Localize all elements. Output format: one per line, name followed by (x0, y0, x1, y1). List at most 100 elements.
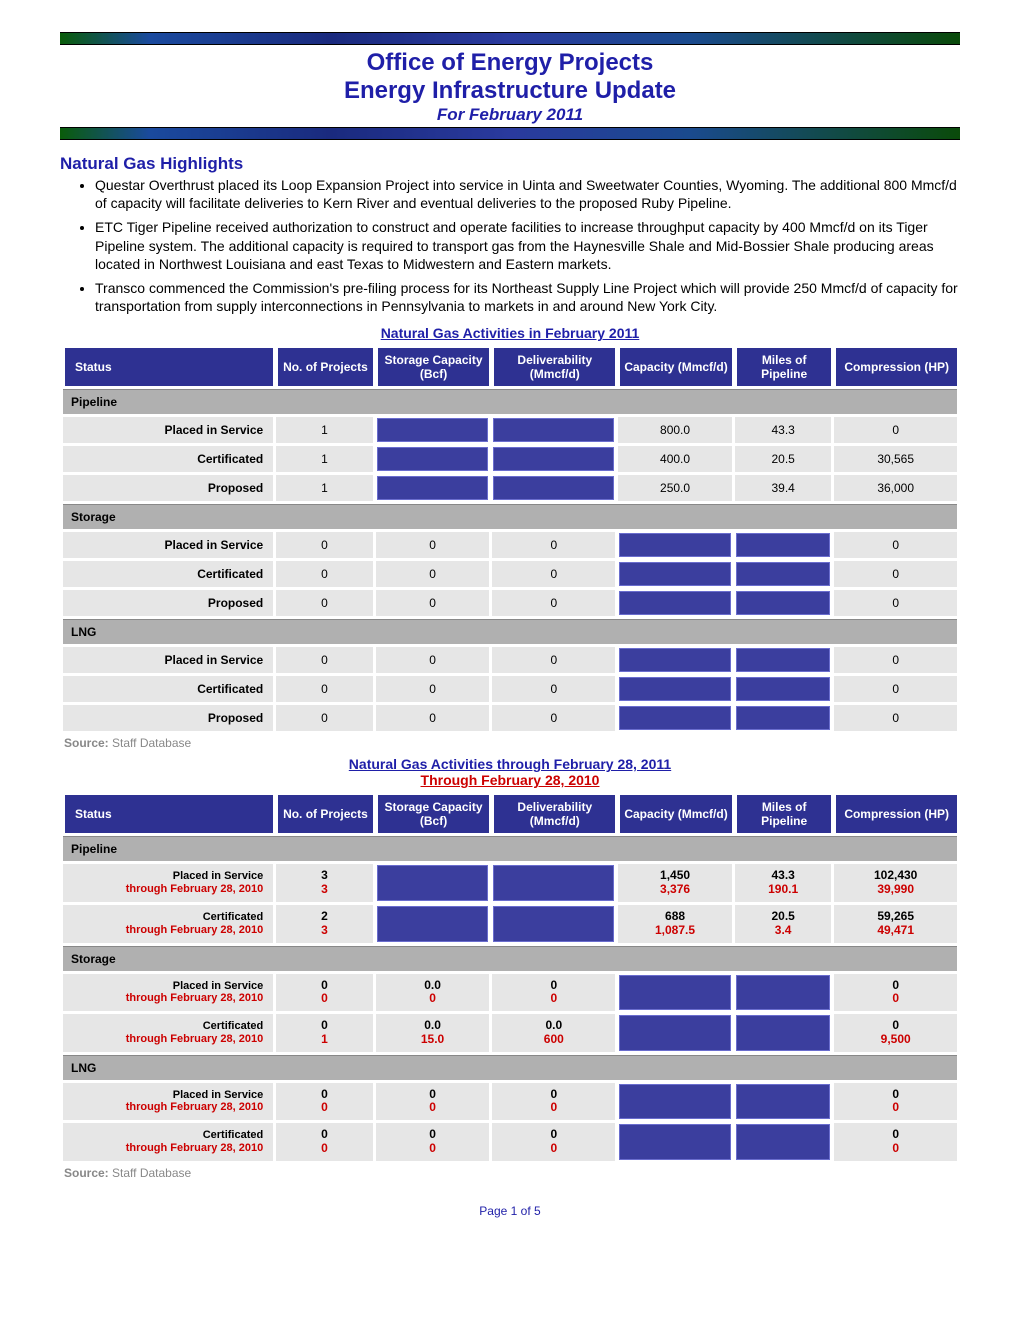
cell: 0 (276, 532, 372, 558)
cell (618, 676, 732, 702)
highlights-list: Questar Overthrust placed its Loop Expan… (95, 176, 960, 315)
cell (618, 532, 732, 558)
section-header: Pipeline (63, 836, 957, 861)
cell: 0 (834, 590, 957, 616)
highlight-item: ETC Tiger Pipeline received authorizatio… (95, 218, 960, 273)
cell (618, 647, 732, 673)
cell: 0 (492, 705, 615, 731)
cell: 250.0 (618, 475, 732, 501)
col-header: Compression (HP) (834, 346, 957, 386)
section-header: Storage (63, 946, 957, 971)
row-label: Certificated (63, 561, 273, 587)
cell: 0 (376, 532, 490, 558)
source-text: Staff Database (112, 1166, 191, 1180)
cell (618, 1123, 732, 1161)
source-label: Source: (64, 1166, 109, 1180)
cell: 01 (276, 1014, 372, 1052)
row-label: Certificatedthrough February 28, 2010 (63, 905, 273, 943)
cell: 09,500 (834, 1014, 957, 1052)
table1: StatusNo. of ProjectsStorage Capacity (B… (60, 343, 960, 734)
cell: 0 (492, 532, 615, 558)
section-header: LNG (63, 1055, 957, 1080)
cell: 00 (376, 1123, 490, 1161)
highlight-item: Questar Overthrust placed its Loop Expan… (95, 176, 960, 212)
cell: 400.0 (618, 446, 732, 472)
cell (735, 974, 831, 1012)
col-header: No. of Projects (276, 346, 372, 386)
cell: 43.3190.1 (735, 864, 831, 902)
cell: 1 (276, 446, 372, 472)
cell (618, 1014, 732, 1052)
col-header: Compression (HP) (834, 793, 957, 833)
cell: 00 (834, 974, 957, 1012)
highlight-item: Transco commenced the Commission's pre-f… (95, 279, 960, 315)
cell (735, 590, 831, 616)
cell: 0 (834, 532, 957, 558)
cell: 0 (276, 647, 372, 673)
cell: 0 (276, 561, 372, 587)
cell (735, 561, 831, 587)
row-label: Certificatedthrough February 28, 2010 (63, 1014, 273, 1052)
table2-source: Source: Staff Database (64, 1166, 960, 1180)
cell: 0 (376, 647, 490, 673)
cell: 0 (492, 561, 615, 587)
cell: 0 (834, 676, 957, 702)
cell (735, 647, 831, 673)
cell: 00 (492, 1123, 615, 1161)
table2-caption: Natural Gas Activities through February … (60, 756, 960, 772)
row-label: Proposed (63, 475, 273, 501)
cell (735, 1123, 831, 1161)
col-header: Miles of Pipeline (735, 793, 831, 833)
source-label: Source: (64, 736, 109, 750)
cell: 20.5 (735, 446, 831, 472)
cell (618, 561, 732, 587)
row-label: Placed in Servicethrough February 28, 20… (63, 864, 273, 902)
cell (492, 446, 615, 472)
table1-caption: Natural Gas Activities in February 2011 (60, 325, 960, 341)
cell (735, 1083, 831, 1121)
section-header: Pipeline (63, 389, 957, 414)
cell (376, 417, 490, 443)
col-header: Deliverability (Mmcf/d) (492, 346, 615, 386)
cell: 00 (276, 1123, 372, 1161)
cell: 1,4503,376 (618, 864, 732, 902)
cell: 0 (276, 676, 372, 702)
cell: 0 (834, 647, 957, 673)
cell: 30,565 (834, 446, 957, 472)
cell (492, 475, 615, 501)
row-label: Placed in Servicethrough February 28, 20… (63, 974, 273, 1012)
cell (376, 446, 490, 472)
cell: 1 (276, 417, 372, 443)
cell (618, 590, 732, 616)
cell: 0 (834, 417, 957, 443)
row-label: Proposed (63, 590, 273, 616)
cell: 0 (376, 590, 490, 616)
row-label: Placed in Service (63, 417, 273, 443)
row-label: Certificated (63, 446, 273, 472)
cell: 33 (276, 864, 372, 902)
table2-sub-caption: Through February 28, 2010 (60, 772, 960, 788)
cell: 0 (376, 705, 490, 731)
cell: 23 (276, 905, 372, 943)
cell: 0 (376, 676, 490, 702)
cell (492, 417, 615, 443)
cell: 0 (376, 561, 490, 587)
page-footer: Page 1 of 5 (60, 1204, 960, 1218)
title-block: Office of Energy Projects Energy Infrast… (60, 49, 960, 125)
cell: 00 (276, 1083, 372, 1121)
cell: 00 (376, 1083, 490, 1121)
cell: 1 (276, 475, 372, 501)
title-line2: Energy Infrastructure Update (60, 77, 960, 105)
cell: 59,26549,471 (834, 905, 957, 943)
cell: 0 (492, 647, 615, 673)
cell (492, 905, 615, 943)
cell: 0.00 (376, 974, 490, 1012)
cell (735, 532, 831, 558)
cell: 00 (492, 974, 615, 1012)
section-header: Storage (63, 504, 957, 529)
table1-source: Source: Staff Database (64, 736, 960, 750)
row-label: Placed in Servicethrough February 28, 20… (63, 1083, 273, 1121)
col-header: Status (63, 793, 273, 833)
col-header: Status (63, 346, 273, 386)
col-header: Storage Capacity (Bcf) (376, 346, 490, 386)
